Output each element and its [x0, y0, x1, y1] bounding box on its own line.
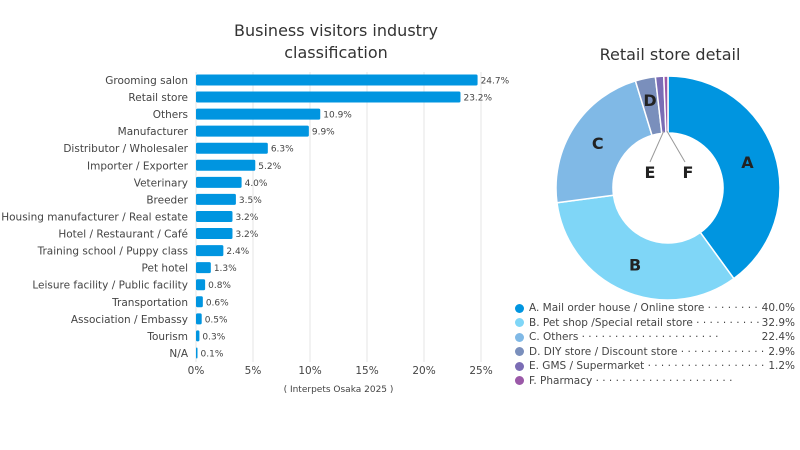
category-label: Pet hotel: [142, 263, 188, 275]
legend-value: 40.0%: [761, 302, 795, 315]
x-tick-label: 0%: [188, 365, 205, 377]
category-label: Grooming salon: [105, 75, 188, 87]
bar-chart-title: Business visitors industry classificatio…: [234, 21, 438, 62]
category-label: Hotel / Restaurant / Café: [58, 229, 188, 241]
bar-value-label: 0.5%: [205, 315, 228, 325]
bar: [196, 279, 206, 291]
bar-value-label: 6.3%: [271, 145, 294, 155]
bar: [196, 296, 203, 308]
legend-label: B. Pet shop /Special retail store: [529, 317, 762, 329]
category-label: Others: [153, 109, 188, 121]
pie-slice-label: A: [741, 153, 754, 172]
bar: [196, 125, 309, 137]
bar-value-label: 5.2%: [258, 162, 281, 172]
bar: [196, 108, 321, 120]
bar: [196, 210, 233, 222]
bar-value-label: 24.7%: [481, 77, 510, 87]
bar: [196, 176, 242, 188]
category-label: Leisure facility / Public facility: [32, 280, 188, 292]
category-label: Transportation: [111, 297, 188, 309]
category-label: N/A: [169, 348, 188, 360]
bar-value-label: 0.8%: [208, 281, 231, 291]
bar-value-label: 3.2%: [235, 230, 258, 240]
pie-slice-A: [667, 75, 781, 280]
category-label: Importer / Exporter: [87, 160, 189, 172]
category-label: Manufacturer: [118, 126, 189, 138]
legend-color-dot: [515, 361, 524, 371]
legend-label: E. GMS / Supermarket: [529, 360, 768, 372]
pie-slice-B: [556, 194, 735, 301]
pie-slice-label: F: [683, 163, 694, 182]
bar: [196, 193, 236, 205]
legend-value: 32.9%: [761, 316, 795, 329]
legend-item: C. Others22.4%: [515, 330, 795, 345]
bar-value-label: 10.9%: [323, 111, 352, 121]
legend-item: E. GMS / Supermarket1.2%: [515, 359, 795, 374]
bar: [196, 330, 200, 342]
legend-label: A. Mail order house / Online store: [529, 302, 762, 314]
legend-value: 22.4%: [761, 331, 795, 344]
bar: [196, 262, 211, 274]
bar-value-label: 3.2%: [235, 213, 258, 223]
category-label: Association / Embassy: [71, 314, 188, 326]
category-label: Tourism: [146, 331, 188, 343]
legend-value: 1.2%: [768, 360, 795, 373]
x-tick-label: 5%: [245, 365, 262, 377]
category-label: Veterinary: [134, 177, 188, 189]
bar-value-label: 0.1%: [201, 349, 224, 359]
pie-legend: A. Mail order house / Online store40.0%B…: [515, 301, 795, 388]
bar: [196, 91, 461, 103]
leader-line: [666, 130, 686, 163]
legend-color-dot: [515, 318, 524, 328]
bar-value-label: 0.3%: [202, 332, 225, 342]
bar: [196, 347, 198, 359]
bar-value-label: 0.6%: [206, 298, 229, 308]
pie-slice-label: B: [629, 256, 641, 275]
category-label: Breeder: [146, 194, 188, 206]
x-tick-label: 25%: [469, 365, 492, 377]
bar: [196, 142, 268, 154]
bar-value-label: 9.9%: [312, 128, 335, 138]
legend-color-dot: [515, 332, 524, 342]
legend-color-dot: [515, 376, 524, 386]
pie-slice-C: [555, 79, 653, 204]
category-label: Distributor / Wholesaler: [63, 143, 188, 155]
bar-value-label: 1.3%: [214, 264, 237, 274]
leader-line: [649, 130, 665, 163]
bar: [196, 313, 202, 325]
legend-color-dot: [515, 347, 524, 357]
pie-slice-label: C: [592, 134, 604, 153]
x-tick-label: 15%: [355, 365, 378, 377]
legend-color-dot: [515, 303, 524, 313]
legend-label: D. DIY store / Discount store: [529, 346, 768, 358]
pie-chart-title: Retail store detail: [599, 45, 741, 64]
x-tick-label: 20%: [412, 365, 435, 377]
bar: [196, 228, 233, 240]
legend-item: F. Pharmacy: [515, 374, 795, 389]
legend-label: C. Others: [529, 331, 762, 343]
bar-value-label: 23.2%: [463, 94, 492, 104]
category-label: Training school / Puppy class: [37, 246, 188, 258]
legend-item: A. Mail order house / Online store40.0%: [515, 301, 795, 316]
x-tick-label: 10%: [298, 365, 321, 377]
bar-value-label: 2.4%: [226, 247, 249, 257]
category-label: Retail store: [128, 92, 188, 104]
source-note: ( Interpets Osaka 2025 ): [283, 385, 394, 395]
bar-value-label: 3.5%: [239, 196, 262, 206]
legend-item: B. Pet shop /Special retail store32.9%: [515, 316, 795, 331]
legend-label: F. Pharmacy: [529, 375, 795, 387]
bar-value-label: 4.0%: [245, 179, 268, 189]
bar: [196, 159, 256, 171]
category-label: Housing manufacturer / Real estate: [1, 211, 188, 223]
bar: [196, 245, 224, 257]
pie-slice-label: D: [643, 91, 656, 110]
bar: [196, 74, 478, 86]
legend-value: 2.9%: [768, 345, 795, 358]
pie-slice-label: E: [645, 163, 656, 182]
